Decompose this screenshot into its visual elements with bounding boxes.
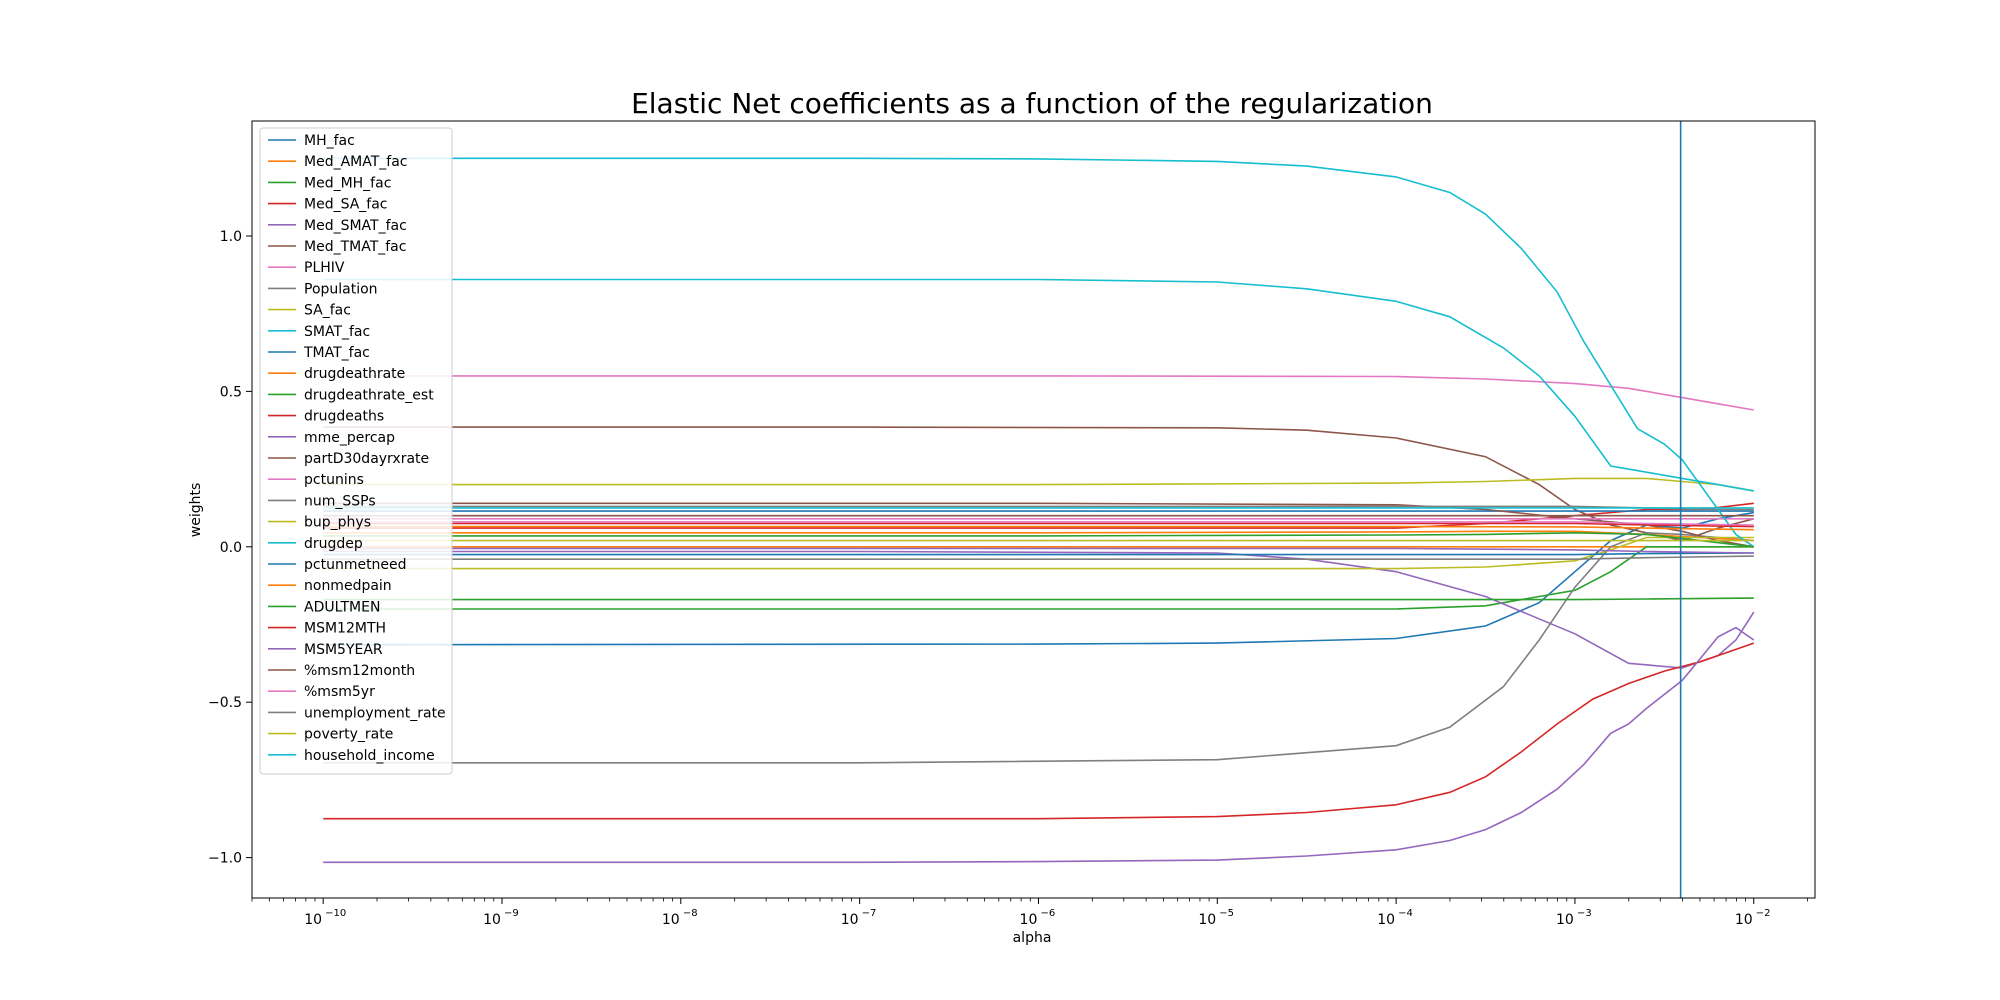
legend-label: unemployment_rate xyxy=(304,705,446,721)
series-line-8 xyxy=(323,477,1754,492)
series-line-26 xyxy=(323,521,1754,526)
x-tick-exponent: −3 xyxy=(1577,908,1592,919)
chart-title: Elastic Net coefficients as a function o… xyxy=(631,87,1433,120)
y-axis-label: weights xyxy=(188,483,204,538)
x-tick-exponent: −2 xyxy=(1756,908,1771,919)
legend-label: poverty_rate xyxy=(304,727,393,743)
series-line-18 xyxy=(323,536,1754,570)
x-tick-exponent: −7 xyxy=(862,908,877,919)
x-tick-exponent: −9 xyxy=(504,908,519,919)
axes-frame xyxy=(251,120,1816,899)
legend-label: %msm5yr xyxy=(304,684,375,700)
series-line-27 xyxy=(323,555,1754,560)
series-line-23 xyxy=(323,522,1754,528)
legend-label: MSM5YEAR xyxy=(304,642,383,658)
series-line-20 xyxy=(323,552,1754,556)
legend-label: pctunins xyxy=(304,472,364,488)
y-tick-label: 0.5 xyxy=(220,384,242,400)
legend-label: Med_SMAT_fac xyxy=(304,218,407,234)
series-line-21 xyxy=(323,525,1754,531)
x-tick-label: 10 xyxy=(304,912,322,928)
series-line-12 xyxy=(323,597,1754,601)
series-line-6 xyxy=(323,375,1754,411)
legend-label: %msm12month xyxy=(304,663,415,679)
legend-label: drugdeathrate xyxy=(304,366,405,382)
series-line-13 xyxy=(323,642,1755,820)
legend-label: partD30dayrxrate xyxy=(304,451,429,467)
legend-label: Med_SA_fac xyxy=(304,197,388,213)
x-tick-label: 10 xyxy=(483,912,501,928)
x-tick-exponent: −4 xyxy=(1398,908,1413,919)
legend-label: pctunmetneed xyxy=(304,557,407,573)
x-tick-label: 10 xyxy=(1377,912,1395,928)
y-tick-label: −1.0 xyxy=(208,851,242,867)
legend-label: household_income xyxy=(304,748,435,764)
y-tick-label: 1.0 xyxy=(220,229,242,245)
y-axis: 1.0 0.5 0.0 −0.5 −1.0 xyxy=(208,229,252,867)
legend-label: Med_TMAT_fac xyxy=(304,239,406,255)
legend-label: drugdeathrate_est xyxy=(304,387,434,403)
series-line-9 xyxy=(323,278,1754,492)
legend-label: MH_fac xyxy=(304,133,355,149)
legend-label: SA_fac xyxy=(304,303,351,319)
y-tick-label: −0.5 xyxy=(208,695,242,711)
legend-label: TMAT_fac xyxy=(303,345,370,361)
legend-label: drugdep xyxy=(304,536,363,552)
x-tick-exponent: −5 xyxy=(1219,908,1234,919)
series-line-0 xyxy=(323,511,1754,646)
legend-label: Med_AMAT_fac xyxy=(304,154,407,170)
x-tick-label: 10 xyxy=(1020,912,1038,928)
x-tick-label: 10 xyxy=(841,912,859,928)
x-axis: 10 −10 10 −9 10 −8 10 −7 10 −6 10 −5 10 −4 10 −3 10 −2 xyxy=(251,898,1808,928)
series-line-17 xyxy=(323,505,1754,511)
legend-label: nonmedpain xyxy=(304,578,392,594)
series-line-22 xyxy=(323,531,1754,548)
series-line-2 xyxy=(323,546,1754,610)
y-tick-label: 0.0 xyxy=(220,540,242,556)
series-line-14 xyxy=(323,626,1755,864)
series-line-4 xyxy=(323,550,1755,669)
x-tick-label: 10 xyxy=(1556,912,1574,928)
legend-label: mme_percap xyxy=(304,430,395,446)
x-tick-label: 10 xyxy=(1735,912,1753,928)
series-line-7 xyxy=(323,531,1754,764)
legend-label: Med_MH_fac xyxy=(304,175,391,191)
legend-label: Population xyxy=(304,281,378,297)
legend-label: SMAT_fac xyxy=(304,324,370,340)
legend-label: PLHIV xyxy=(304,260,345,276)
x-tick-label: 10 xyxy=(662,912,680,928)
x-tick-exponent: −10 xyxy=(325,908,346,919)
legend-box xyxy=(259,127,453,775)
series-line-19 xyxy=(323,157,1755,548)
legend: MH_fac Med_AMAT_fac Med_MH_fac Med_SA_fac Me… xyxy=(259,127,453,775)
x-tick-label: 10 xyxy=(1198,912,1216,928)
x-tick-exponent: −6 xyxy=(1040,908,1055,919)
legend-label: num_SSPs xyxy=(304,493,376,509)
x-tick-exponent: −8 xyxy=(683,908,698,919)
legend-label: drugdeaths xyxy=(304,409,384,425)
legend-label: ADULTMEN xyxy=(304,599,380,615)
series-line-24 xyxy=(323,547,1754,554)
legend-label: MSM12MTH xyxy=(304,621,386,637)
legend-label: bup_phys xyxy=(304,515,371,531)
x-axis-label: alpha xyxy=(1013,930,1052,946)
plot-area xyxy=(323,121,1755,898)
